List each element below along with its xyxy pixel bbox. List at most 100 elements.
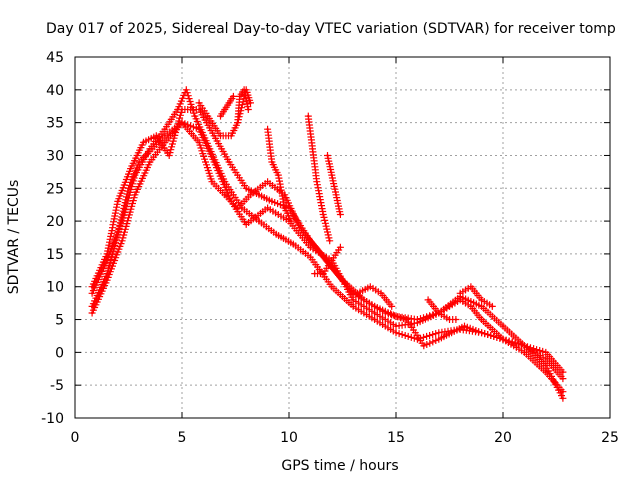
data-point xyxy=(544,370,547,374)
data-point xyxy=(283,206,286,210)
data-point xyxy=(523,351,526,354)
data-point xyxy=(319,252,323,256)
data-point xyxy=(454,318,458,321)
data-point xyxy=(105,252,109,256)
data-point xyxy=(232,95,235,98)
data-point xyxy=(236,121,239,124)
data-point xyxy=(390,305,393,308)
data-point xyxy=(330,173,333,177)
data-point xyxy=(322,213,325,216)
data-point xyxy=(373,318,376,321)
data-series xyxy=(88,86,567,402)
x-tick-label: 0 xyxy=(71,430,80,446)
series-track-6 xyxy=(234,86,252,127)
grid xyxy=(75,57,610,418)
data-point xyxy=(480,298,483,302)
series-track-12 xyxy=(354,283,396,310)
data-point xyxy=(148,160,152,164)
data-point xyxy=(245,223,248,226)
data-point xyxy=(242,88,246,92)
data-point xyxy=(197,128,201,131)
data-point xyxy=(544,351,547,354)
data-point xyxy=(270,200,274,203)
data-point xyxy=(341,278,344,282)
data-point xyxy=(210,180,214,183)
series-track-10 xyxy=(324,152,344,218)
data-point xyxy=(266,180,269,183)
y-tick-label: 10 xyxy=(46,280,64,296)
y-tick-label: 20 xyxy=(46,214,64,230)
plot-frame xyxy=(74,56,611,419)
series-track-9 xyxy=(304,112,334,245)
data-point xyxy=(193,114,197,118)
data-point xyxy=(163,128,167,131)
data-point xyxy=(369,285,372,288)
data-point xyxy=(238,95,241,98)
data-point xyxy=(373,311,376,315)
data-point xyxy=(274,233,278,236)
data-point xyxy=(212,160,216,164)
data-point xyxy=(394,324,398,328)
data-point xyxy=(437,311,440,315)
data-point xyxy=(334,193,338,197)
x-tick-label: 15 xyxy=(387,430,405,446)
data-point xyxy=(176,108,179,111)
data-point xyxy=(459,298,462,302)
data-point xyxy=(544,364,547,367)
data-point xyxy=(459,292,462,295)
data-point xyxy=(240,206,244,210)
data-point xyxy=(127,187,130,190)
data-point xyxy=(219,114,222,118)
data-point xyxy=(469,285,473,288)
y-tick-label: -5 xyxy=(50,378,64,394)
data-point xyxy=(197,141,201,144)
data-point xyxy=(249,193,252,197)
data-point xyxy=(227,160,231,164)
data-point xyxy=(463,324,466,328)
data-point xyxy=(185,88,188,92)
x-tick-label: 10 xyxy=(280,430,298,446)
data-point xyxy=(266,206,269,210)
data-point xyxy=(450,331,453,334)
data-point xyxy=(437,338,440,341)
data-point xyxy=(339,246,342,249)
data-point xyxy=(394,331,398,334)
data-point xyxy=(90,305,94,308)
data-point xyxy=(277,173,280,177)
data-point xyxy=(356,292,359,295)
data-point xyxy=(330,285,333,288)
data-point xyxy=(448,318,451,321)
series-track-14 xyxy=(456,283,496,310)
data-point xyxy=(180,121,184,124)
data-point xyxy=(426,298,430,302)
y-tick-label: 5 xyxy=(55,313,64,329)
y-tick-label: 40 xyxy=(46,83,64,99)
data-point xyxy=(197,108,201,111)
y-tick-label: 45 xyxy=(46,50,64,66)
data-point xyxy=(133,193,137,197)
data-point xyxy=(309,246,312,249)
data-point xyxy=(501,324,505,328)
y-tick-label: -10 xyxy=(41,411,64,427)
data-point xyxy=(247,108,250,111)
data-point xyxy=(480,318,483,321)
x-tick-label: 20 xyxy=(494,430,512,446)
data-point xyxy=(227,101,231,105)
data-point xyxy=(480,331,483,334)
data-point xyxy=(326,154,329,157)
data-point xyxy=(245,187,248,190)
x-tick-label: 25 xyxy=(601,430,619,446)
data-point xyxy=(219,134,222,137)
data-point xyxy=(322,272,325,275)
data-point xyxy=(292,242,295,246)
series-track-11 xyxy=(311,243,344,278)
data-point xyxy=(120,239,124,242)
series-track-4 xyxy=(88,119,567,383)
data-point xyxy=(362,298,366,302)
data-point xyxy=(116,200,120,203)
data-point xyxy=(129,167,132,170)
chart-title: Day 017 of 2025, Sidereal Day-to-day VTE… xyxy=(46,21,616,37)
data-point xyxy=(212,134,216,137)
data-point xyxy=(167,154,171,157)
data-point xyxy=(105,272,109,275)
